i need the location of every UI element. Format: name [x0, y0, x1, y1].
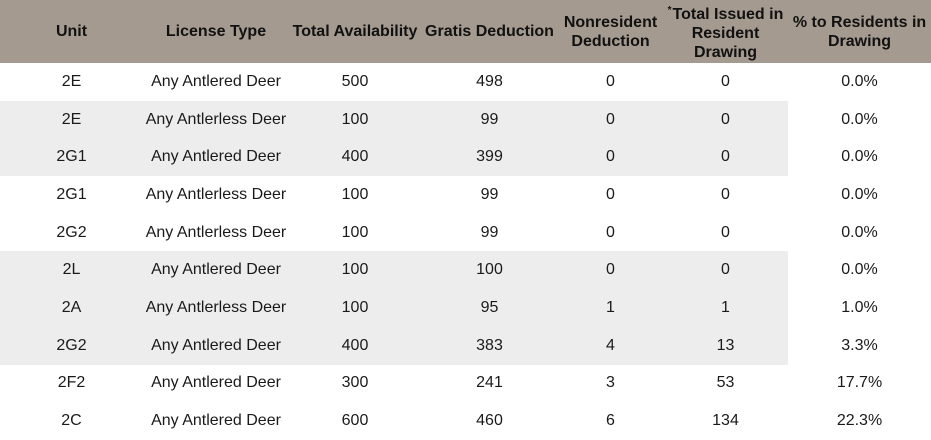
cell-total-issued: 0 [721, 223, 730, 241]
cell-nonresident-deduction: 0 [606, 223, 615, 241]
cell-unit: 2G2 [56, 223, 87, 241]
table-body: 2E Any Antlered Deer 500 498 0 0 0.0% 2E Any Ant… [0, 63, 931, 440]
cell-percent-residents: 0.0% [841, 223, 878, 241]
cell-total-availability: 400 [289, 326, 421, 365]
table-row: 2A Any Antlerless Deer 100 95 1 1 1.0% [0, 289, 931, 327]
cell-nonresident-deduction: 0 [558, 100, 663, 139]
cell-nonresident-deduction: 1 [558, 289, 663, 327]
cell-license-type: Any Antlered Deer [151, 72, 281, 90]
table-row: 2E Any Antlerless Deer 100 99 0 0 0.0% [0, 100, 931, 139]
cell-license-type: Any Antlered Deer [143, 138, 289, 177]
cell-unit: 2C [61, 412, 82, 430]
cell-total-availability: 100 [289, 251, 421, 290]
cell-total-availability: 100 [289, 289, 421, 327]
cell-total-issued: 0 [663, 138, 788, 177]
cell-gratis-deduction: 99 [480, 185, 499, 203]
cell-nonresident-deduction: 4 [558, 326, 663, 365]
cell-total-issued: 0 [721, 185, 730, 203]
cell-unit: 2G1 [0, 138, 143, 177]
cell-license-type: Any Antlered Deer [151, 374, 281, 392]
table-row: 2L Any Antlered Deer 100 100 0 0 0.0% [0, 251, 931, 290]
cell-gratis-deduction: 99 [480, 223, 499, 241]
cell-gratis-deduction: 399 [421, 138, 558, 177]
cell-unit: 2E [0, 100, 143, 139]
cell-gratis-deduction: 241 [476, 374, 503, 392]
cell-total-availability: 500 [341, 72, 369, 90]
cell-gratis-deduction: 498 [476, 72, 503, 90]
cell-percent-residents: 0.0% [841, 72, 878, 90]
cell-percent-residents: 0.0% [841, 148, 878, 166]
cell-gratis-deduction: 99 [421, 100, 558, 139]
header-percent-residents: % to Residents in Drawing [792, 13, 927, 50]
cell-total-availability: 400 [289, 138, 421, 177]
cell-percent-residents: 17.7% [836, 374, 883, 392]
cell-nonresident-deduction: 0 [606, 72, 615, 90]
table-row: 2G1 Any Antlered Deer 400 399 0 0 0.0% [0, 138, 931, 177]
cell-license-type: Any Antlerless Deer [145, 185, 287, 203]
cell-total-availability: 100 [341, 223, 369, 241]
cell-percent-residents: 1.0% [841, 298, 878, 316]
table-row: 2G1 Any Antlerless Deer 100 99 0 0 0.0% [0, 176, 931, 214]
cell-nonresident-deduction: 0 [558, 251, 663, 290]
cell-unit: 2E [61, 72, 82, 90]
cell-total-availability: 300 [341, 374, 369, 392]
header-license-type: License Type [165, 23, 267, 40]
cell-unit: 2G2 [0, 326, 143, 365]
cell-nonresident-deduction: 0 [606, 185, 615, 203]
cell-percent-residents: 3.3% [841, 336, 878, 354]
cell-total-availability: 600 [341, 412, 369, 430]
header-gratis-deduction: Gratis Deduction [425, 23, 554, 40]
cell-unit: 2A [0, 289, 143, 327]
cell-total-availability: 100 [289, 100, 421, 139]
cell-gratis-deduction: 460 [476, 412, 503, 430]
table-row: 2G2 Any Antlerless Deer 100 99 0 0 0.0% [0, 214, 931, 252]
cell-percent-residents: 0.0% [841, 110, 878, 128]
cell-nonresident-deduction: 0 [558, 138, 663, 177]
cell-total-issued: 0 [721, 72, 730, 90]
cell-total-issued: 134 [712, 412, 739, 430]
table-row: 2F2 Any Antlered Deer 300 241 3 53 17.7% [0, 365, 931, 403]
table-header: Unit License Type Total Availability Gra… [0, 0, 931, 63]
cell-total-issued: 53 [716, 374, 735, 392]
cell-percent-residents: 0.0% [841, 185, 878, 203]
cell-nonresident-deduction: 3 [606, 374, 615, 392]
cell-gratis-deduction: 383 [421, 326, 558, 365]
cell-total-issued: 0 [663, 251, 788, 290]
header-total-availability: Total Availability [292, 23, 418, 40]
header-unit: Unit [55, 23, 88, 40]
cell-license-type: Any Antlered Deer [143, 326, 289, 365]
cell-license-type: Any Antlered Deer [151, 412, 281, 430]
cell-nonresident-deduction: 6 [606, 412, 615, 430]
cell-license-type: Any Antlerless Deer [143, 100, 289, 139]
table-row: 2E Any Antlered Deer 500 498 0 0 0.0% [0, 63, 931, 101]
cell-unit: 2F2 [57, 374, 86, 392]
cell-total-availability: 100 [341, 185, 369, 203]
cell-license-type: Any Antlerless Deer [143, 289, 289, 327]
cell-gratis-deduction: 95 [421, 289, 558, 327]
cell-percent-residents: 0.0% [841, 261, 878, 279]
cell-total-issued: 13 [663, 326, 788, 365]
header-total-issued: *Total Issued in Resident Drawing [667, 5, 784, 61]
cell-total-issued: 0 [663, 100, 788, 139]
header-nonresident-deduction: Nonresident Deduction [563, 13, 658, 50]
footnote-marker: * [667, 5, 672, 16]
cell-license-type: Any Antlered Deer [143, 251, 289, 290]
cell-unit: 2L [0, 251, 143, 290]
cell-unit: 2G1 [56, 185, 87, 203]
table-row: 2C Any Antlered Deer 600 460 6 134 22.3% [0, 402, 931, 440]
cell-percent-residents: 22.3% [836, 412, 883, 430]
table-row: 2G2 Any Antlered Deer 400 383 4 13 3.3% [0, 326, 931, 365]
cell-license-type: Any Antlerless Deer [145, 223, 287, 241]
cell-total-issued: 1 [663, 289, 788, 327]
cell-gratis-deduction: 100 [421, 251, 558, 290]
